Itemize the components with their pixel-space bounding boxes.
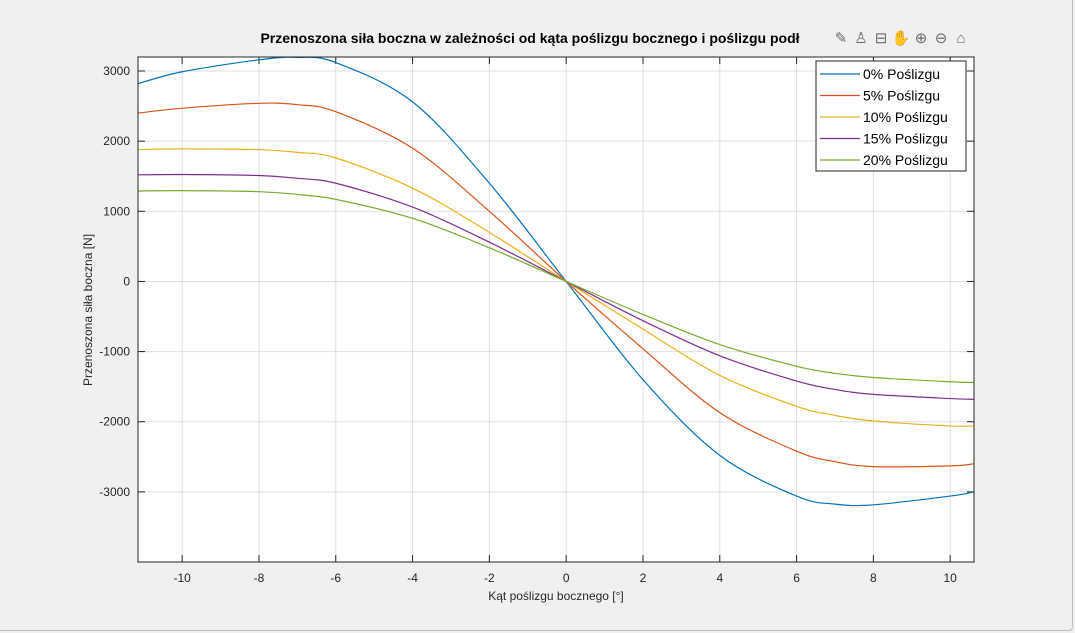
legend-entry: 10% Poślizgu [863, 109, 948, 125]
y-tick-label: -1000 [99, 345, 130, 359]
chart-title: Przenoszona siła boczna w zależności od … [260, 30, 799, 46]
y-tick-label: 2000 [103, 134, 130, 148]
legend-icon[interactable]: ⊟ [874, 30, 888, 47]
axes-box [137, 56, 975, 563]
x-tick-label: 6 [793, 571, 800, 585]
series-line-4 [137, 189, 975, 384]
zoom-out-icon[interactable]: ⊖ [934, 30, 948, 47]
y-tick-label: 0 [123, 274, 130, 288]
zoom-in-icon[interactable]: ⊕ [914, 30, 928, 47]
x-tick-label: -10 [173, 571, 191, 585]
x-tick-label: -6 [330, 571, 341, 585]
data-cursor-icon[interactable]: ♙ [854, 30, 868, 47]
y-axis-label: Przenoszona siła boczna [N] [81, 234, 95, 386]
axis-ticks: -10 -8 -6 -4 -2 0 2 4 6 8 10 -3000 -2000 -1000 0 1000 20… [99, 57, 974, 585]
x-tick-label: -8 [254, 571, 265, 585]
legend-entry: 0% Poślizgu [863, 66, 940, 82]
x-tick-label: 4 [716, 571, 723, 585]
pan-hand-icon[interactable]: ✋ [891, 30, 911, 47]
legend-entry: 5% Poślizgu [863, 88, 940, 104]
y-tick-label: 3000 [103, 64, 130, 78]
y-tick-label: 1000 [103, 204, 130, 218]
edit-brush-icon[interactable]: ✎ [834, 30, 848, 47]
home-icon[interactable]: ⌂ [956, 29, 966, 47]
x-tick-label: 0 [563, 571, 570, 585]
axes-toolbar: ✎ ♙ ⊟ ✋ ⊕ ⊖ ⌂ [832, 28, 970, 48]
legend-box [815, 60, 967, 172]
x-tick-label: 10 [944, 571, 958, 585]
x-axis-label: Kąt poślizgu bocznego [°] [488, 589, 624, 603]
y-tick-label: -3000 [99, 485, 130, 499]
legend-entry: 20% Poślizgu [863, 152, 948, 168]
legend-entry: 15% Poślizgu [863, 131, 948, 147]
x-tick-label: 2 [640, 571, 647, 585]
x-tick-label: -2 [484, 571, 495, 585]
x-tick-label: 8 [870, 571, 877, 585]
x-tick-label: -4 [407, 571, 418, 585]
y-tick-label: -2000 [99, 415, 130, 429]
legend[interactable]: 0% Poślizgu 5% Poślizgu 10% Poślizgu 15% Po… [815, 60, 967, 172]
